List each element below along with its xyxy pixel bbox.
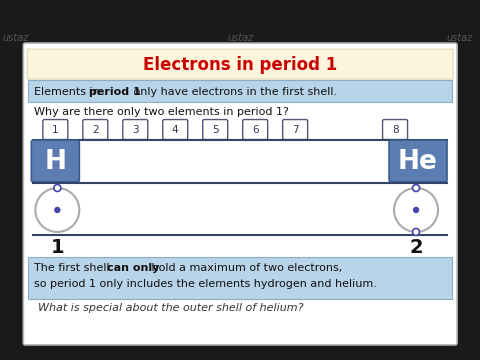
FancyBboxPatch shape: [24, 43, 457, 345]
Text: ustaz: ustaz: [447, 33, 473, 43]
Text: 1: 1: [50, 238, 64, 257]
Circle shape: [412, 184, 420, 192]
Text: only have electrons in the first shell.: only have electrons in the first shell.: [130, 86, 337, 96]
FancyBboxPatch shape: [123, 120, 148, 140]
FancyBboxPatch shape: [27, 49, 453, 79]
Circle shape: [54, 184, 61, 192]
FancyBboxPatch shape: [28, 80, 452, 102]
FancyBboxPatch shape: [389, 140, 447, 182]
Text: 6: 6: [252, 125, 259, 135]
FancyBboxPatch shape: [43, 120, 68, 140]
Text: period 1: period 1: [89, 86, 141, 96]
Text: Elements in: Elements in: [35, 86, 104, 96]
Text: Electrons in period 1: Electrons in period 1: [143, 56, 337, 74]
Text: Why are there only two elements in period 1?: Why are there only two elements in perio…: [35, 107, 289, 117]
FancyBboxPatch shape: [203, 120, 228, 140]
FancyBboxPatch shape: [31, 140, 79, 182]
Circle shape: [412, 229, 420, 235]
Text: The first shell: The first shell: [35, 263, 113, 273]
FancyBboxPatch shape: [28, 257, 452, 299]
Text: so period 1 only includes the elements hydrogen and helium.: so period 1 only includes the elements h…: [35, 279, 377, 289]
Text: ustaz: ustaz: [2, 33, 28, 43]
Text: 2: 2: [92, 125, 98, 135]
Circle shape: [413, 207, 419, 213]
Text: 4: 4: [172, 125, 179, 135]
Circle shape: [54, 207, 60, 213]
Text: can only: can only: [107, 263, 159, 273]
Text: H: H: [44, 149, 66, 175]
Text: hold a maximum of two electrons,: hold a maximum of two electrons,: [148, 263, 342, 273]
FancyBboxPatch shape: [283, 120, 308, 140]
Text: What is special about the outer shell of helium?: What is special about the outer shell of…: [38, 303, 304, 313]
Text: 8: 8: [392, 125, 398, 135]
FancyBboxPatch shape: [83, 120, 108, 140]
Text: 7: 7: [292, 125, 299, 135]
FancyBboxPatch shape: [243, 120, 268, 140]
Text: He: He: [398, 149, 438, 175]
FancyBboxPatch shape: [383, 120, 408, 140]
Text: 1: 1: [52, 125, 59, 135]
Text: 2: 2: [409, 238, 423, 257]
Text: ustaz: ustaz: [227, 33, 253, 43]
FancyBboxPatch shape: [163, 120, 188, 140]
Text: 5: 5: [212, 125, 218, 135]
Text: 3: 3: [132, 125, 139, 135]
